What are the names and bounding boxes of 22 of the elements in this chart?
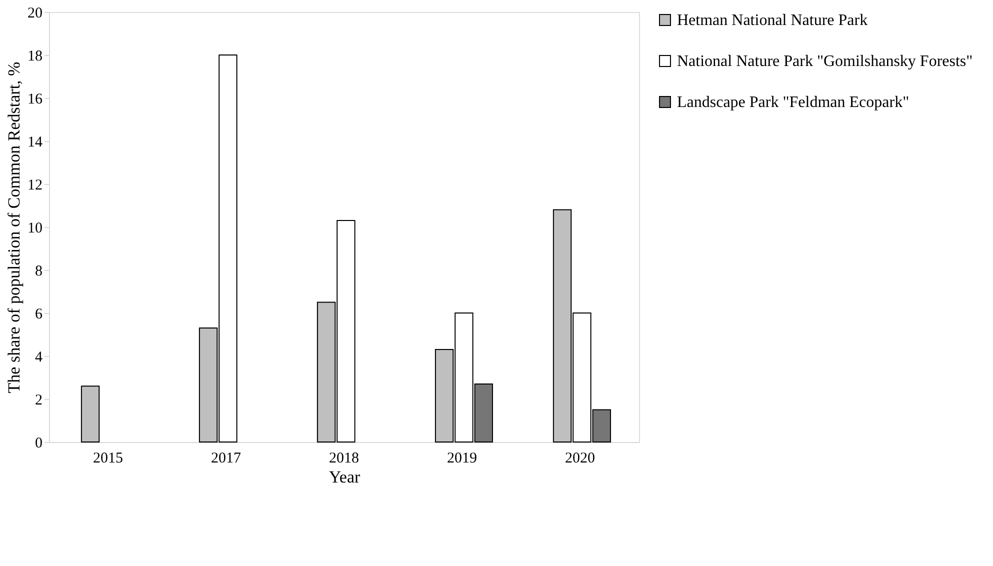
y-tick-label: 8 xyxy=(35,264,42,280)
legend-label: Hetman National Nature Park xyxy=(677,12,868,29)
y-tick-label: 20 xyxy=(28,6,42,22)
y-tick-label: 6 xyxy=(35,306,43,322)
y-tick-label: 18 xyxy=(28,48,42,64)
x-tick-label: 2020 xyxy=(565,450,595,466)
y-tick-label: 4 xyxy=(35,350,43,366)
legend-label: Landscape Park "Feldman Ecopark" xyxy=(677,94,910,111)
y-tick-label: 10 xyxy=(28,220,42,236)
y-tick-label: 2 xyxy=(35,392,42,408)
y-tick-label: 12 xyxy=(28,178,42,194)
x-tick-label: 2017 xyxy=(211,450,242,466)
y-tick-label: 14 xyxy=(28,134,43,150)
x-tick-label: 2018 xyxy=(329,450,359,466)
x-axis-title: Year xyxy=(328,468,360,486)
y-tick-label: 16 xyxy=(28,92,43,108)
y-tick-label: 0 xyxy=(35,436,42,452)
y-axis-title: The share of population of Common Redstart, % xyxy=(4,62,24,394)
bar xyxy=(80,386,100,442)
x-tick-label: 2015 xyxy=(93,450,123,466)
x-tick-label: 2019 xyxy=(447,450,477,466)
legend-label: National Nature Park "Gomilshansky Forests" xyxy=(677,53,973,70)
